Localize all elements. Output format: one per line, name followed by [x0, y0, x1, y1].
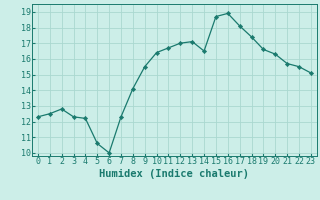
X-axis label: Humidex (Indice chaleur): Humidex (Indice chaleur) [100, 169, 249, 179]
